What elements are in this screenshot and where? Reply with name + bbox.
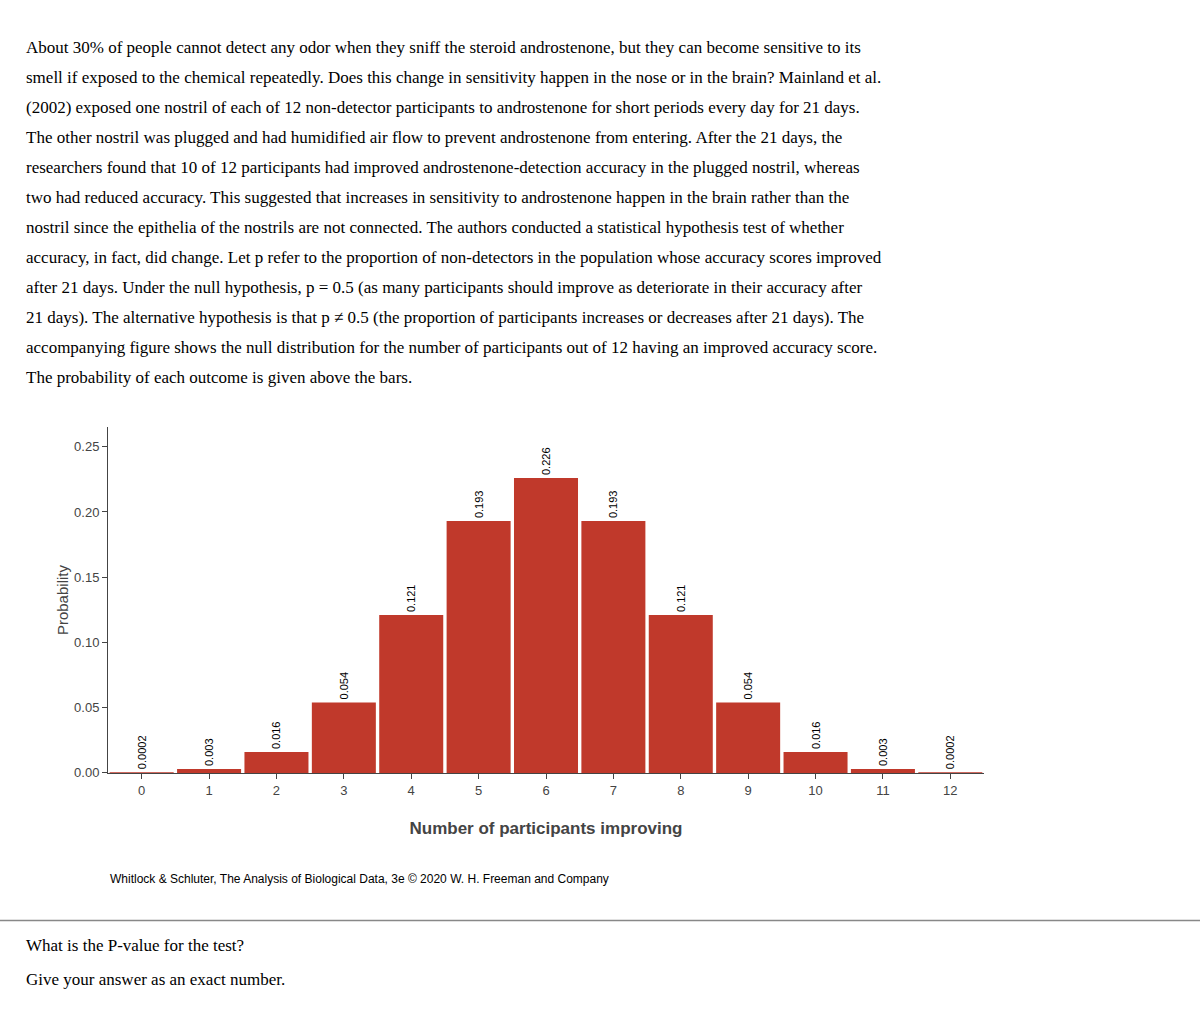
- svg-text:9: 9: [745, 783, 752, 798]
- svg-text:accompanying figure shows the: accompanying figure shows the null distr…: [26, 338, 877, 357]
- svg-text:0.20: 0.20: [74, 505, 99, 520]
- svg-text:0.016: 0.016: [810, 722, 822, 750]
- svg-text:6: 6: [542, 783, 549, 798]
- svg-text:Probability: Probability: [54, 565, 71, 636]
- svg-text:0: 0: [138, 783, 145, 798]
- svg-text:0.003: 0.003: [877, 738, 889, 766]
- svg-text:4: 4: [408, 783, 415, 798]
- svg-text:nostril since the epithelia of: nostril since the epithelia of the nostr…: [26, 218, 844, 237]
- svg-text:1: 1: [205, 783, 212, 798]
- svg-text:2: 2: [273, 783, 280, 798]
- svg-text:8: 8: [677, 783, 684, 798]
- svg-text:0.15: 0.15: [74, 570, 99, 585]
- svg-text:0.193: 0.193: [607, 491, 619, 519]
- svg-text:0.054: 0.054: [742, 672, 754, 700]
- svg-text:after 21 days. Under the null: after 21 days. Under the null hypothesis…: [26, 278, 863, 297]
- svg-text:5: 5: [475, 783, 482, 798]
- svg-text:(2002) exposed one nostril of: (2002) exposed one nostril of each of 12…: [26, 98, 860, 117]
- svg-text:About 30% of people cannot det: About 30% of people cannot detect any od…: [26, 38, 861, 57]
- svg-text:The probability of each outcom: The probability of each outcome is given…: [26, 368, 412, 387]
- svg-text:0.05: 0.05: [74, 700, 99, 715]
- svg-text:0.003: 0.003: [203, 738, 215, 766]
- svg-text:Give your answer as an exact n: Give your answer as an exact number.: [26, 970, 285, 989]
- svg-text:0.0002: 0.0002: [944, 735, 956, 769]
- svg-text:accuracy, in fact, did change.: accuracy, in fact, did change. Let p ref…: [26, 248, 882, 267]
- svg-text:0.121: 0.121: [675, 585, 687, 613]
- svg-text:two had reduced accuracy. This: two had reduced accuracy. This suggested…: [26, 188, 849, 207]
- svg-text:0.10: 0.10: [74, 635, 99, 650]
- svg-text:The other nostril was plugged: The other nostril was plugged and had hu…: [26, 128, 842, 147]
- svg-text:0.0002: 0.0002: [136, 735, 148, 769]
- svg-text:0.25: 0.25: [74, 439, 99, 454]
- svg-text:0.016: 0.016: [270, 722, 282, 750]
- svg-text:researchers found that 10 of 1: researchers found that 10 of 12 particip…: [26, 158, 860, 177]
- svg-text:0.193: 0.193: [473, 491, 485, 519]
- svg-text:0.121: 0.121: [405, 585, 417, 613]
- svg-text:11: 11: [876, 783, 890, 798]
- svg-text:Whitlock & Schluter, The Analy: Whitlock & Schluter, The Analysis of Bio…: [110, 872, 609, 886]
- svg-text:10: 10: [808, 783, 822, 798]
- svg-text:What is the P-value for the te: What is the P-value for the test?: [26, 936, 244, 955]
- svg-text:0.00: 0.00: [74, 765, 99, 780]
- svg-text:21 days). The alternative hypo: 21 days). The alternative hypothesis is …: [26, 308, 864, 327]
- svg-text:Number of participants improvi: Number of participants improving: [410, 819, 683, 838]
- svg-text:0.054: 0.054: [338, 672, 350, 700]
- svg-text:smell if exposed to the chemic: smell if exposed to the chemical repeate…: [26, 68, 881, 87]
- svg-text:0.226: 0.226: [540, 447, 552, 475]
- svg-text:7: 7: [610, 783, 617, 798]
- svg-text:12: 12: [943, 783, 957, 798]
- svg-text:3: 3: [340, 783, 347, 798]
